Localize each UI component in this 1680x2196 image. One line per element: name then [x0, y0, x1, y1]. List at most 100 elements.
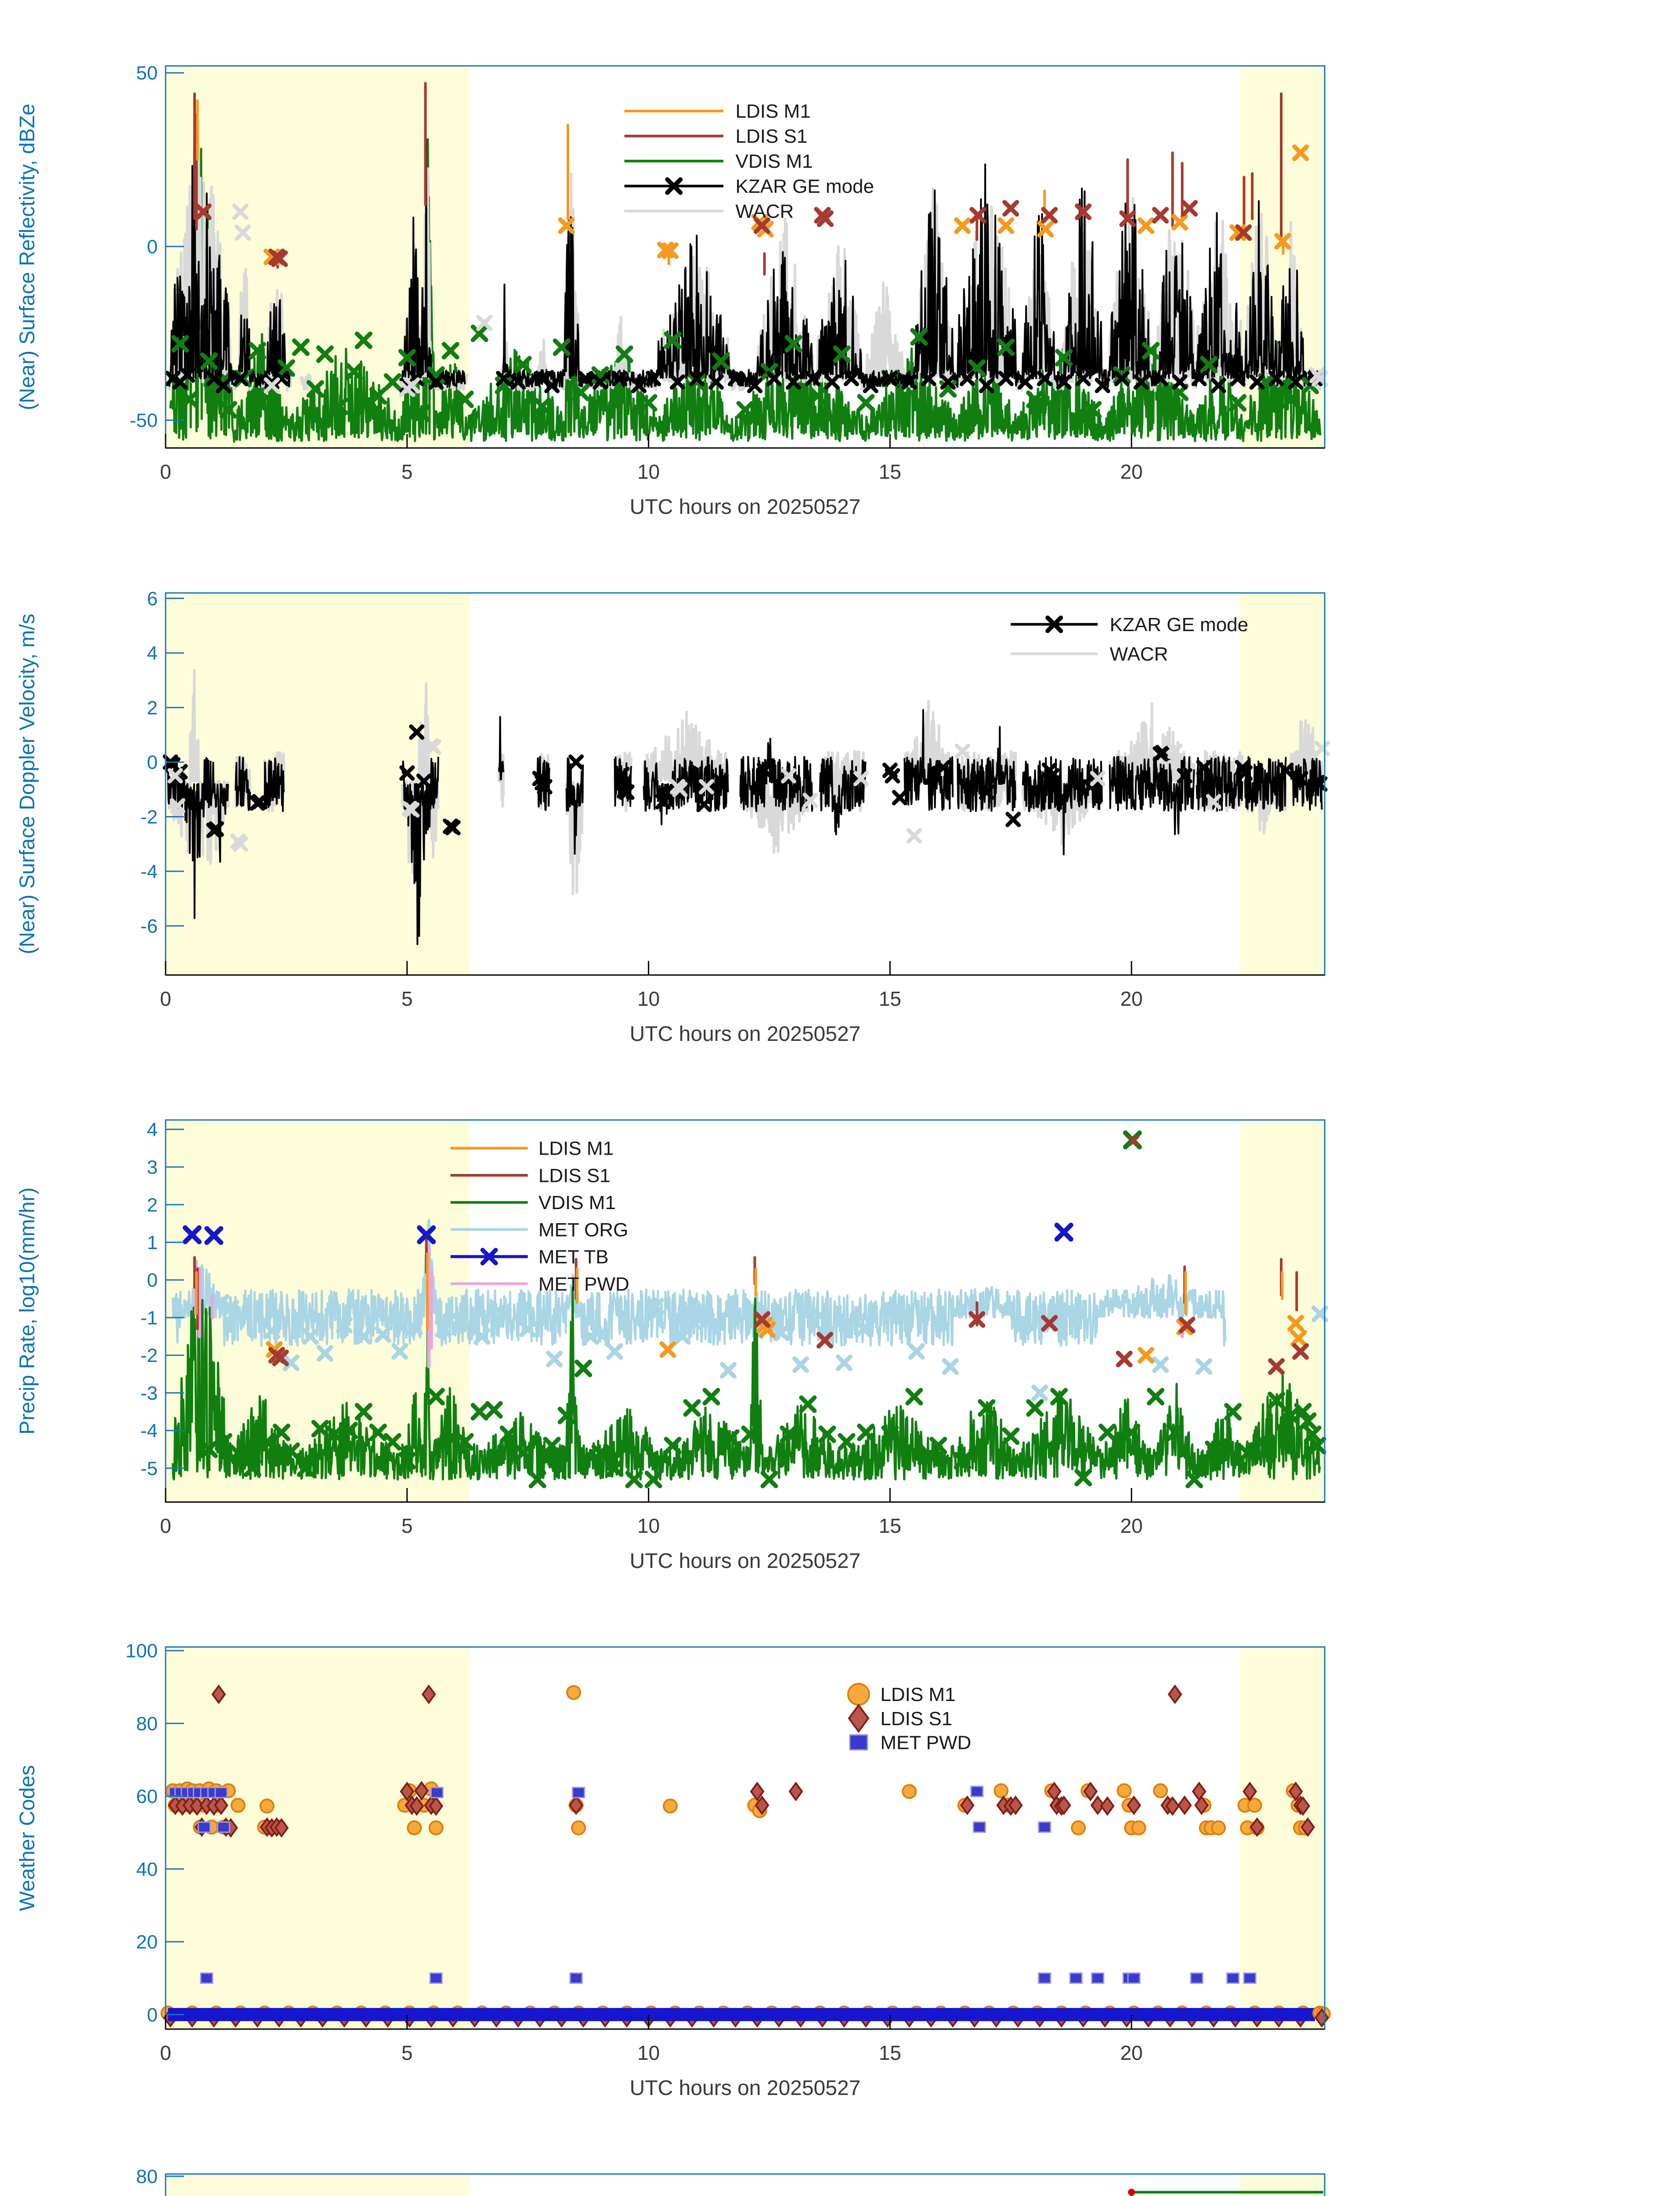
weather-codes-shaded-1	[1240, 1647, 1325, 2029]
precip-rate-ytick-label: -2	[141, 1345, 158, 1366]
doppler-xtick-label: 0	[160, 987, 171, 1010]
reflectivity-legend-label: WACR	[736, 201, 794, 222]
precip-rate-xtick-label: 0	[160, 1514, 171, 1537]
doppler-xtick-label: 10	[637, 987, 660, 1010]
precip-rate-ytick-label: -5	[141, 1458, 158, 1479]
precip-rate-xtick-label: 20	[1120, 1514, 1143, 1537]
weather-codes-xtick-label: 10	[637, 2041, 660, 2064]
precip-rate-legend-label: VDIS M1	[538, 1192, 616, 1214]
precip-rate-xlabel: UTC hours on 20250527	[630, 1549, 861, 1573]
reflectivity-legend-label: VDIS M1	[736, 151, 813, 172]
reflectivity-y-ticks: 50 0 -50	[130, 62, 184, 431]
precip-rate-series-met-tb-markers	[182, 1222, 1073, 1245]
doppler-y-ticks: 6 4 2 0 -2 -4 -6	[141, 588, 184, 937]
cum-precip-y-ticks: 80706050403020100	[136, 2166, 184, 2188]
precip-rate-legend-label: LDIS M1	[538, 1138, 614, 1159]
doppler-xtick-label: 5	[401, 987, 413, 1010]
reflectivity-xtick-label: 10	[637, 460, 660, 483]
weather-codes-y-ticks: 100 80 60 40 20 0	[126, 1640, 184, 2026]
reflectivity-series-vdis-m1-markers	[171, 325, 1319, 422]
doppler-series-kzar-line	[167, 709, 1323, 945]
doppler-legend-label: WACR	[1110, 643, 1168, 665]
precip-rate-legend-label: MET TB	[538, 1246, 609, 1268]
precip-rate-xtick-label: 5	[401, 1514, 413, 1537]
precip-rate-legend-label: MET PWD	[538, 1273, 629, 1295]
weather-codes-x-ticks: 0 5 10 15 20	[160, 2015, 1143, 2064]
reflectivity-series-ldis-s1-spikes	[193, 82, 1283, 276]
doppler-xlabel: UTC hours on 20250527	[630, 1022, 861, 1046]
doppler-ytick-label: 6	[147, 588, 158, 610]
reflectivity-series-vdis-m1-line	[169, 138, 1322, 443]
weather-codes-series-ldis-s1-diamonds	[168, 1684, 1315, 1838]
panel-4: 100 80 60 40 20 00 5 10 15 20 UTC hours on 2025052…	[16, 1640, 1331, 2100]
reflectivity-ytick-label: -50	[130, 410, 158, 431]
precip-rate-ytick-label: -3	[141, 1383, 158, 1404]
precip-rate-ytick-label: 0	[147, 1270, 158, 1291]
panel-1: 50 0 -50 0 5 10 15 20 UTC hours on 20250527 (Near…	[16, 62, 1328, 519]
cum-precip-axes	[165, 2173, 1326, 2196]
weather-codes-shaded-regions	[166, 1647, 1325, 2029]
reflectivity-legend-label: LDIS M1	[736, 101, 811, 122]
weather-codes-ytick-label: 20	[136, 1932, 158, 1953]
doppler-xtick-label: 15	[879, 987, 901, 1010]
weather-codes-xtick-label: 15	[879, 2041, 901, 2064]
precip-rate-ytick-label: 3	[147, 1157, 158, 1178]
doppler-ytick-label: 4	[147, 643, 158, 664]
precip-rate-legend-label: LDIS S1	[538, 1165, 611, 1186]
weather-codes-xlabel: UTC hours on 20250527	[630, 2077, 861, 2100]
doppler-legend-label: KZAR GE mode	[1110, 614, 1248, 636]
reflectivity-xtick-label: 0	[160, 460, 171, 483]
weather-codes-legend-label: LDIS M1	[880, 1684, 955, 1705]
doppler-x-ticks: 0 5 10 15 20	[160, 961, 1143, 1010]
precip-rate-legend-label: MET ORG	[538, 1219, 629, 1241]
weather-codes-ytick-label: 40	[136, 1859, 158, 1880]
weather-codes-series-pwd-squares-10	[200, 1972, 1257, 1984]
weather-codes-ytick-label: 80	[136, 1713, 158, 1734]
panel-5: 8070605040302010005101520UTC hours on 20…	[136, 2166, 1326, 2196]
precip-rate-legend: LDIS M1 LDIS S1 VDIS M1 MET ORG MET TB MET PW…	[450, 1138, 629, 1295]
reflectivity-ytick-label: 0	[147, 236, 158, 258]
precip-rate-ytick-label: 4	[147, 1119, 158, 1141]
weather-codes-ytick-label: 100	[126, 1640, 158, 1662]
doppler-series-wacr-markers	[167, 738, 1330, 852]
weather-codes-ytick-label: 0	[147, 2004, 158, 2026]
reflectivity-legend-label: LDIS S1	[736, 126, 808, 147]
doppler-ytick-label: -6	[141, 916, 158, 937]
weather-codes-ylabel: Weather Codes	[16, 1765, 39, 1911]
weather-codes-shaded-0	[166, 1647, 470, 2029]
weather-codes-ytick-label: 60	[136, 1786, 158, 1807]
reflectivity-ylabel: (Near) Surface Reflectivity, dBZe	[16, 104, 39, 410]
cum-precip-series-jump-dot	[1128, 2189, 1135, 2196]
weather-codes-legend-label: MET PWD	[880, 1732, 971, 1753]
doppler-ytick-label: -2	[141, 806, 158, 828]
weather-codes-xtick-label: 20	[1120, 2041, 1143, 2064]
reflectivity-legend: LDIS M1 LDIS S1 VDIS M1 KZAR GE mode WACR	[624, 101, 874, 222]
reflectivity-xlabel: UTC hours on 20250527	[630, 495, 861, 519]
doppler-legend: KZAR GE mode WACR	[1011, 614, 1248, 665]
doppler-ytick-label: 0	[147, 752, 158, 773]
reflectivity-ytick-label: 50	[136, 62, 158, 84]
reflectivity-series-kzar-markers	[165, 367, 1323, 394]
doppler-ytick-label: 2	[147, 697, 158, 719]
precip-rate-ytick-label: -4	[141, 1420, 158, 1442]
precip-rate-series-ldis-m1-segs	[195, 1252, 1284, 1330]
reflectivity-series-ldis-s1-markers	[195, 200, 1252, 267]
precip-rate-y-ticks: 4 3 2 1 0 -1 -2 -3 -4 -5	[141, 1119, 184, 1479]
precip-rate-series-met-org-line	[172, 1219, 1227, 1347]
precip-rate-ytick-label: 1	[147, 1232, 158, 1253]
precip-rate-x-ticks: 0 5 10 15 20	[160, 1488, 1143, 1537]
reflectivity-legend-label: KZAR GE mode	[736, 176, 874, 197]
precip-rate-xtick-label: 10	[637, 1514, 660, 1537]
reflectivity-xtick-label: 5	[401, 460, 413, 483]
weather-codes-xtick-label: 5	[401, 2041, 413, 2064]
precip-rate-ytick-label: -1	[141, 1307, 158, 1329]
cum-precip-shaded-0	[166, 2174, 470, 2196]
reflectivity-x-ticks: 0 5 10 15 20	[160, 434, 1143, 483]
precip-rate-ytick-label: 2	[147, 1194, 158, 1216]
precip-rate-ylabel: Precip Rate, log10(mm/hr)	[16, 1188, 39, 1435]
doppler-xtick-label: 20	[1120, 987, 1143, 1010]
